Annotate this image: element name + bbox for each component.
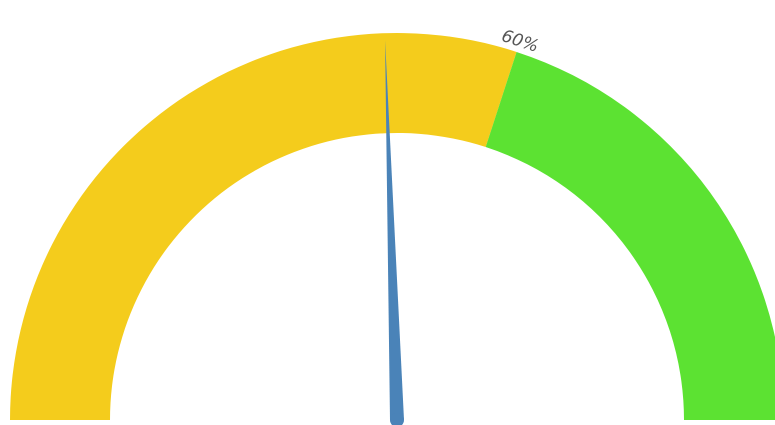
gauge-band-1 — [485, 51, 775, 420]
gauge-band-0 — [10, 32, 517, 420]
gauge-bands — [10, 32, 775, 420]
gauge-needle-hub — [390, 413, 404, 425]
gauge-needle — [385, 40, 404, 421]
gauge-needle-group — [385, 40, 404, 425]
